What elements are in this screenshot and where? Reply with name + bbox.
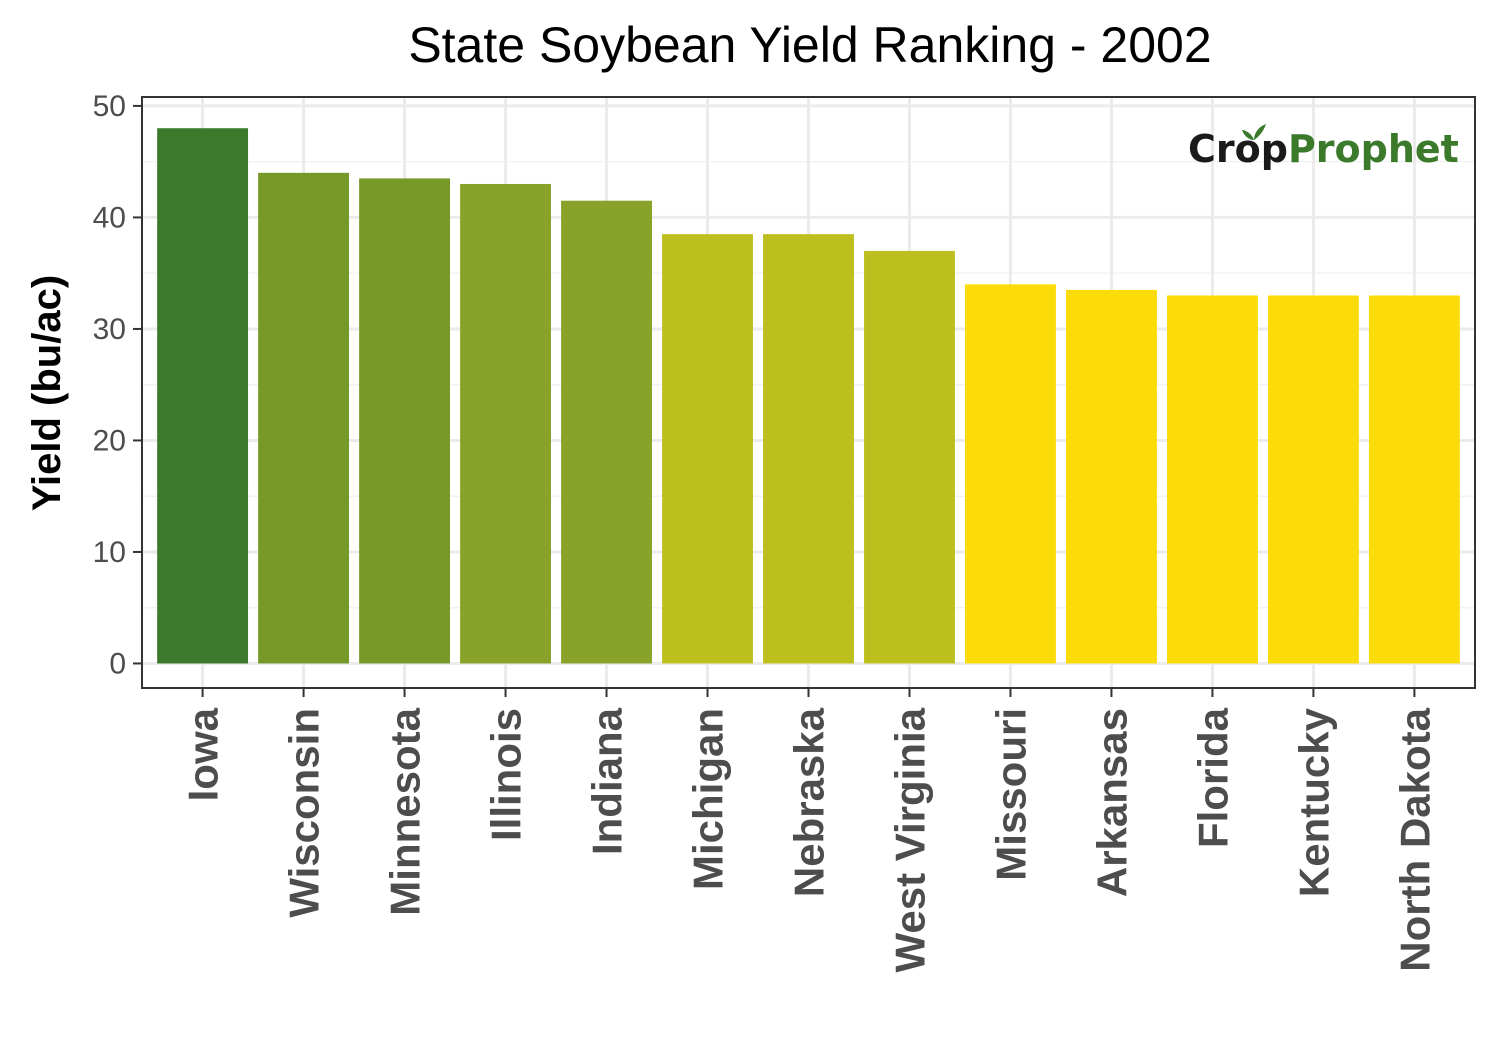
y-tick-label: 20 [93,424,126,457]
y-tick-label: 40 [93,201,126,234]
y-tick-label: 0 [109,647,126,680]
logo-text-prophet: Prophet [1288,127,1459,171]
x-tick-label: Florida [1189,707,1236,848]
bar-kentucky [1267,295,1359,664]
bars [157,128,1460,664]
logo-text-crop: Crop [1188,127,1288,171]
bar-missouri [965,284,1056,664]
bar-iowa [157,128,249,664]
x-tick-label: Kentucky [1290,707,1337,897]
x-tick-label: Missouri [987,708,1034,881]
bar-wisconsin [258,172,350,664]
bar-minnesota [359,178,451,664]
chart-title: State Soybean Yield Ranking - 2002 [408,17,1211,73]
x-tick-label: Iowa [180,707,227,801]
y-tick-label: 30 [93,313,126,346]
bar-arkansas [1066,289,1157,664]
bar-illinois [460,183,551,664]
x-tick-label: Minnesota [382,707,429,915]
logo: CropProphet [1188,124,1459,171]
x-tick-label: Illinois [483,708,530,841]
bar-michigan [662,234,753,664]
bar-florida [1166,295,1258,664]
x-tick-label: Nebraska [786,707,833,897]
svg-text:CropProphet: CropProphet [1188,127,1459,171]
y-tick-label: 10 [93,536,126,569]
bar-north-dakota [1368,295,1460,664]
bar-nebraska [763,234,854,664]
x-tick-label: Arkansas [1088,708,1135,897]
x-tick-label: West Virginia [886,707,933,972]
y-tick-label: 50 [93,90,126,123]
x-tick-label: Wisconsin [281,708,328,918]
y-axis: 0 10 20 30 40 50 [93,90,142,680]
x-tick-label: Michigan [685,708,732,890]
x-tick-label: Indiana [584,707,631,855]
bar-west-virginia [864,250,955,664]
bar-indiana [561,200,652,664]
x-axis: Iowa Wisconsin Minnesota Illinois Indiana Mic… [180,688,1438,973]
x-tick-label: North Dakota [1391,707,1438,971]
y-axis-label: Yield (bu/ac) [25,275,69,511]
sprout-icon [1242,124,1266,140]
